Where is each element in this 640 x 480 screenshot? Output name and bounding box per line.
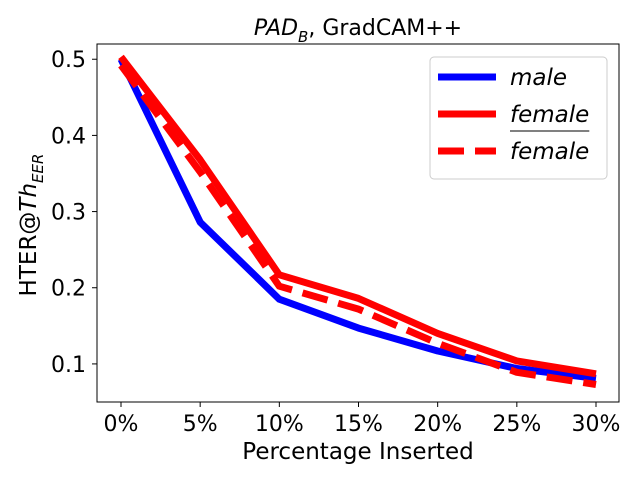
plot-area <box>117 54 597 388</box>
y-axis-label-main: Th <box>16 183 42 212</box>
y-axis-label-prefix: HTER@ <box>16 212 42 297</box>
x-tick-label: 20% <box>413 412 462 437</box>
y-tick-label: 0.2 <box>51 277 86 302</box>
series-line-1-female <box>118 54 597 378</box>
chart-title-subscript: B <box>298 28 308 46</box>
x-tick-label: 10% <box>255 412 304 437</box>
y-tick-label: 0.4 <box>51 124 86 149</box>
x-tick-label: 15% <box>334 412 383 437</box>
legend-label-2: female <box>510 139 589 165</box>
legend-label-1: female <box>510 102 589 128</box>
legend-label-0: male <box>510 65 567 91</box>
y-tick-label: 0.3 <box>51 201 86 226</box>
y-tick-label: 0.5 <box>51 48 86 73</box>
x-tick-label: 0% <box>104 412 139 437</box>
chart-title-suffix: , GradCAM++ <box>308 16 462 41</box>
y-axis-label: HTER@ThEER <box>16 154 47 297</box>
axes: 0% 5% 10% 15% 20% 25% 30% 0.1 0.2 0.3 0.4 0.5 <box>51 43 621 437</box>
x-axis-label: Percentage Inserted <box>242 439 473 465</box>
y-axis-label-subscript: EER <box>29 154 47 183</box>
series-line-2-female-bar <box>118 63 597 388</box>
chart-title: PADB, GradCAM++ <box>254 16 462 46</box>
x-tick-label: 30% <box>572 412 621 437</box>
x-tick-label: 25% <box>492 412 541 437</box>
y-tick-label: 0.1 <box>51 353 86 378</box>
legend: male female female <box>429 56 608 180</box>
chart-title-main: PAD <box>254 16 298 41</box>
legend-box <box>429 56 608 180</box>
x-tick-label: 5% <box>183 412 218 437</box>
series-line-0-male <box>117 57 597 382</box>
